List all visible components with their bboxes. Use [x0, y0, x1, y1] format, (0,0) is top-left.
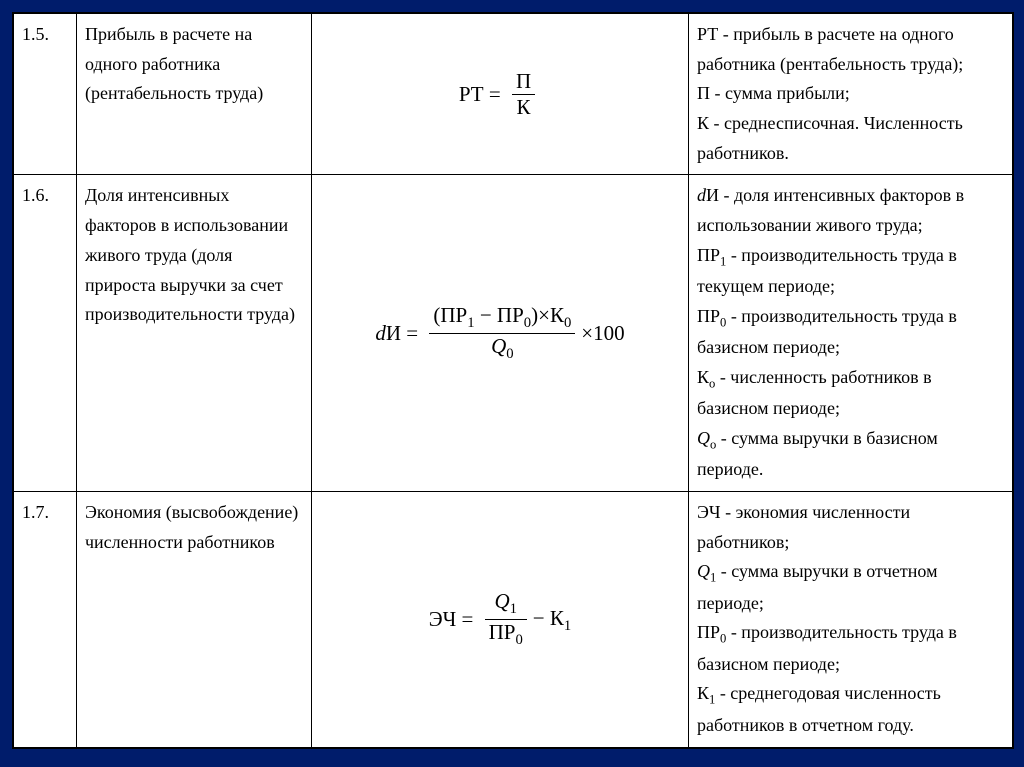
table-row: 1.6.Доля интенсивных факторов в использо…: [14, 175, 1013, 492]
indicator-name: Доля интенсивных факторов в использовани…: [77, 175, 312, 492]
row-number: 1.5.: [14, 14, 77, 175]
legend-cell: РТ - прибыль в расчете на одного работни…: [689, 14, 1013, 175]
legend-cell: ЭЧ - экономия численности работников;Q1 …: [689, 492, 1013, 748]
indicator-name: Экономия (высвобождение) численности раб…: [77, 492, 312, 748]
row-number: 1.6.: [14, 175, 77, 492]
formula-cell: РТ = ПК: [312, 14, 689, 175]
legend-cell: dИ - доля интенсивных факторов в использ…: [689, 175, 1013, 492]
row-number: 1.7.: [14, 492, 77, 748]
definitions-table: 1.5.Прибыль в расчете на одного работник…: [13, 13, 1013, 748]
table-sheet: 1.5.Прибыль в расчете на одного работник…: [12, 12, 1014, 749]
table-body: 1.5.Прибыль в расчете на одного работник…: [14, 14, 1013, 748]
formula-cell: dИ = (ПР1 − ПР0)×К0Q0 ×100: [312, 175, 689, 492]
indicator-name: Прибыль в расчете на одного работника (р…: [77, 14, 312, 175]
formula-cell: ЭЧ = Q1ПР0 − К1: [312, 492, 689, 748]
table-row: 1.7.Экономия (высвобождение) численности…: [14, 492, 1013, 748]
table-row: 1.5.Прибыль в расчете на одного работник…: [14, 14, 1013, 175]
